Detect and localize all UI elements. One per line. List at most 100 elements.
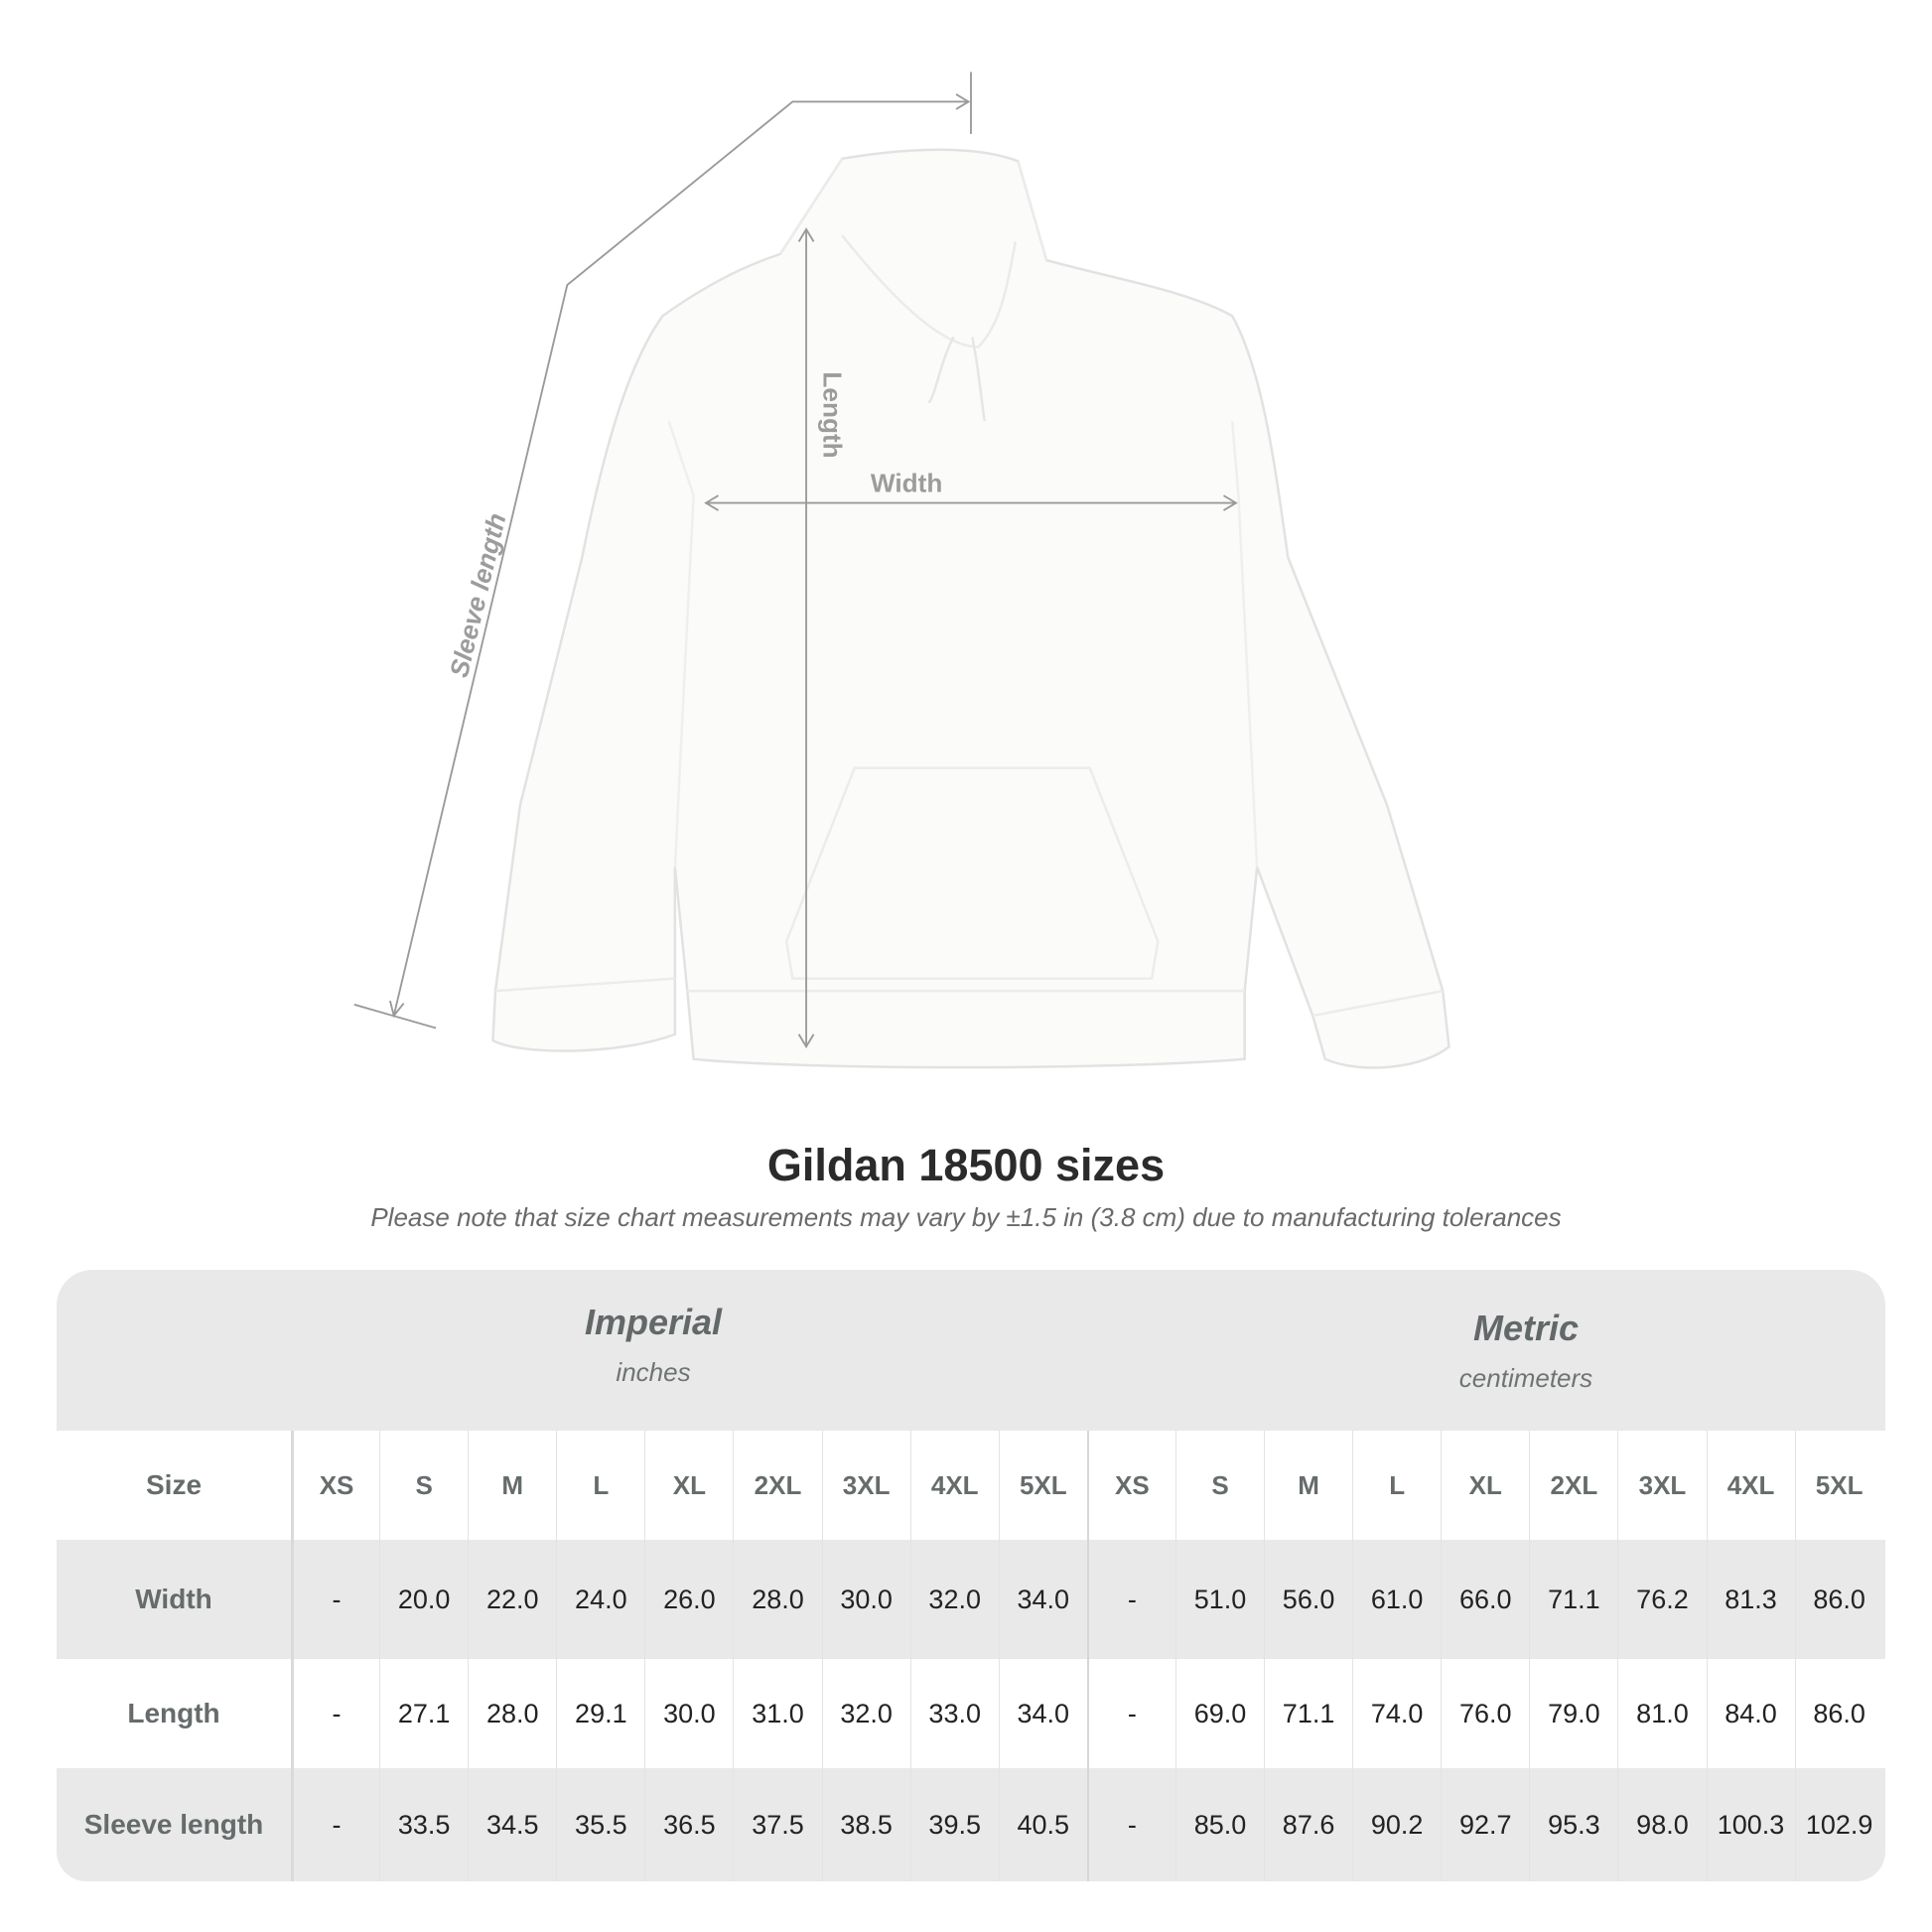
value-cell-imperial: - (291, 1768, 379, 1881)
size-header-metric: XL (1441, 1431, 1529, 1540)
size-header-metric: 5XL (1794, 1431, 1883, 1540)
value-cell-imperial: - (291, 1540, 379, 1659)
value-cell-metric: 56.0 (1264, 1540, 1352, 1659)
size-grid: Size XS S M L XL 2XL 3XL 4XL 5XL XS S M L XL 2XL 3XL 4XL 5… (57, 1431, 1885, 1881)
value-cell-metric: 84.0 (1706, 1659, 1795, 1768)
value-cell-imperial: 29.1 (556, 1659, 644, 1768)
value-cell-metric: - (1086, 1540, 1175, 1659)
hoodie-illustration (491, 148, 1450, 1069)
value-cell-metric: 69.0 (1174, 1659, 1264, 1768)
value-cell-metric: 102.9 (1794, 1768, 1883, 1881)
hoodie-diagram: Sleeve length Length Width (353, 71, 1450, 1069)
value-cell-imperial: 35.5 (556, 1768, 644, 1881)
value-cell-imperial: 22.0 (468, 1540, 556, 1659)
tolerance-note: Please note that size chart measurements… (370, 1202, 1562, 1232)
size-header-metric: 3XL (1617, 1431, 1706, 1540)
size-header-metric: M (1264, 1431, 1352, 1540)
value-cell-imperial: 36.5 (644, 1768, 733, 1881)
value-cell-metric: 81.3 (1706, 1540, 1795, 1659)
size-header-metric: 2XL (1529, 1431, 1617, 1540)
value-cell-imperial: 39.5 (909, 1768, 999, 1881)
value-cell-imperial: 31.0 (733, 1659, 821, 1768)
sleeve-length-label: Sleeve length (444, 510, 512, 680)
value-cell-imperial: 28.0 (468, 1659, 556, 1768)
size-header-imperial: 5XL (998, 1431, 1087, 1540)
size-header-imperial: 3XL (821, 1431, 910, 1540)
metric-title: Metric (1472, 1308, 1580, 1348)
value-cell-imperial: 32.0 (821, 1659, 910, 1768)
value-cell-metric: 74.0 (1352, 1659, 1441, 1768)
value-cell-metric: 90.2 (1352, 1768, 1441, 1881)
value-cell-imperial: 34.5 (468, 1768, 556, 1881)
size-header-metric: S (1174, 1431, 1264, 1540)
value-cell-imperial: 38.5 (821, 1768, 910, 1881)
value-cell-imperial: 27.1 (379, 1659, 468, 1768)
value-cell-imperial: 33.0 (909, 1659, 999, 1768)
value-cell-imperial: 26.0 (644, 1540, 733, 1659)
value-cell-metric: 61.0 (1352, 1540, 1441, 1659)
length-measure-line (797, 227, 815, 1049)
size-header-metric: XS (1086, 1431, 1175, 1540)
row-label: Width (135, 1584, 212, 1614)
value-cell-metric: 81.0 (1617, 1659, 1706, 1768)
row-label: Sleeve length (83, 1809, 264, 1840)
width-label: Width (871, 468, 942, 497)
value-cell-imperial: 28.0 (733, 1540, 821, 1659)
table-row: Length -27.1 28.0 29.1 30.0 31.0 32.0 33.0 34.0-… (57, 1659, 1885, 1768)
size-header-imperial: L (556, 1431, 644, 1540)
value-cell-imperial: - (291, 1659, 379, 1768)
row-band-sleeve (57, 1768, 1885, 1881)
size-header-imperial: XS (291, 1431, 379, 1540)
value-cell-metric: - (1086, 1659, 1175, 1768)
value-cell-imperial: 32.0 (909, 1540, 999, 1659)
metric-unit: centimeters (1458, 1363, 1593, 1393)
value-cell-metric: 76.2 (1617, 1540, 1706, 1659)
value-cell-metric: 76.0 (1441, 1659, 1529, 1768)
length-label: Length (818, 371, 848, 458)
value-cell-metric: 71.1 (1529, 1540, 1617, 1659)
value-cell-imperial: 20.0 (379, 1540, 468, 1659)
value-cell-metric: - (1086, 1768, 1175, 1881)
value-cell-metric: 95.3 (1529, 1768, 1617, 1881)
value-cell-imperial: 34.0 (998, 1659, 1087, 1768)
value-cell-imperial: 30.0 (644, 1659, 733, 1768)
value-cell-metric: 51.0 (1174, 1540, 1264, 1659)
imperial-title: Imperial (584, 1302, 723, 1342)
imperial-unit: inches (616, 1357, 691, 1387)
size-header-metric: 4XL (1706, 1431, 1795, 1540)
size-label: Size (145, 1469, 203, 1500)
size-table: Imperial inches Metric centimeters Size X… (57, 1270, 1885, 1881)
size-header-imperial: S (379, 1431, 468, 1540)
value-cell-imperial: 30.0 (821, 1540, 910, 1659)
row-label: Length (127, 1698, 220, 1728)
row-band-width (57, 1540, 1885, 1659)
value-cell-imperial: 33.5 (379, 1768, 468, 1881)
value-cell-metric: 92.7 (1441, 1768, 1529, 1881)
size-header-imperial: 2XL (733, 1431, 821, 1540)
value-cell-metric: 86.0 (1794, 1540, 1883, 1659)
value-cell-metric: 66.0 (1441, 1540, 1529, 1659)
size-header-imperial: M (468, 1431, 556, 1540)
value-cell-imperial: 34.0 (998, 1540, 1087, 1659)
value-cell-metric: 98.0 (1617, 1768, 1706, 1881)
size-header-metric: L (1352, 1431, 1441, 1540)
value-cell-metric: 79.0 (1529, 1659, 1617, 1768)
value-cell-metric: 100.3 (1706, 1768, 1795, 1881)
width-measure-line (704, 494, 1238, 511)
value-cell-metric: 85.0 (1174, 1768, 1264, 1881)
size-header-row: Size XS S M L XL 2XL 3XL 4XL 5XL XS S M L XL 2XL 3XL 4XL 5… (57, 1431, 1885, 1540)
size-header-imperial: 4XL (909, 1431, 999, 1540)
value-cell-metric: 71.1 (1264, 1659, 1352, 1768)
table-row: Width -20.0 22.0 24.0 26.0 28.0 30.0 32.0 34.0-5… (57, 1540, 1885, 1659)
header-band (57, 1270, 1885, 1431)
value-cell-imperial: 40.5 (998, 1768, 1087, 1881)
page-title: Gildan 18500 sizes (766, 1140, 1166, 1190)
value-cell-metric: 87.6 (1264, 1768, 1352, 1881)
value-cell-metric: 86.0 (1794, 1659, 1883, 1768)
value-cell-imperial: 37.5 (733, 1768, 821, 1881)
table-row: Sleeve length -33.5 34.5 35.5 36.5 37.5 38.5 39… (57, 1768, 1885, 1881)
value-cell-imperial: 24.0 (556, 1540, 644, 1659)
metric-header: Metric centimeters (1278, 1308, 1774, 1394)
sleeve-length-measure-line (353, 71, 972, 1030)
size-header-imperial: XL (644, 1431, 733, 1540)
